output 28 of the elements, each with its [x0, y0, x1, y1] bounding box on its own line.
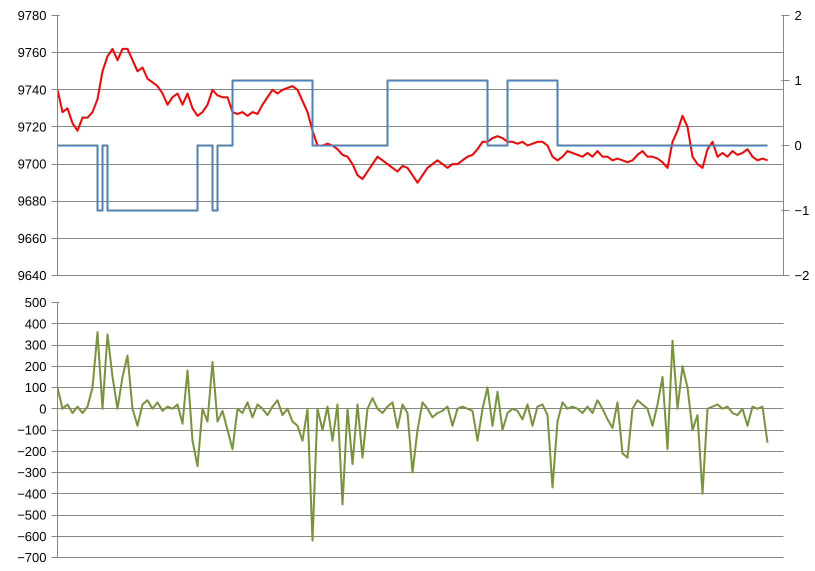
- y-tick-label: 100: [24, 380, 47, 395]
- y-tick-label: 9660: [18, 230, 46, 246]
- y2-tick-label: 0: [794, 138, 802, 153]
- y-tick-label: 400: [24, 316, 47, 332]
- y-tick-label: −400: [17, 486, 47, 502]
- y-tick-label: −200: [17, 444, 47, 459]
- y-tick-label: 9780: [18, 8, 46, 23]
- y-tick-label: 200: [24, 358, 47, 374]
- y-tick-label: 9680: [18, 194, 46, 209]
- y-tick-label: −300: [17, 465, 47, 480]
- y2-tick-label: −1: [794, 203, 810, 218]
- y-tick-label: 300: [24, 338, 47, 352]
- y2-tick-label: −2: [794, 268, 810, 283]
- y-tick-label: 9700: [18, 156, 46, 172]
- line-series: [58, 48, 768, 184]
- y2-tick-label: 2: [794, 8, 802, 23]
- y-tick-label: 9720: [18, 119, 46, 134]
- y-tick-label: 500: [24, 295, 47, 310]
- y-tick-label: 9640: [18, 268, 46, 283]
- y-tick-label: 9760: [18, 45, 46, 60]
- y-tick-label: −600: [17, 528, 47, 544]
- line-series: [58, 331, 768, 542]
- y2-tick-label: 1: [794, 73, 802, 88]
- y-tick-label: 0: [39, 401, 47, 416]
- y-tick-label: −700: [17, 550, 47, 565]
- y-tick-label: −500: [17, 508, 47, 522]
- y-tick-label: 9740: [18, 82, 46, 98]
- y-tick-label: −100: [17, 422, 47, 438]
